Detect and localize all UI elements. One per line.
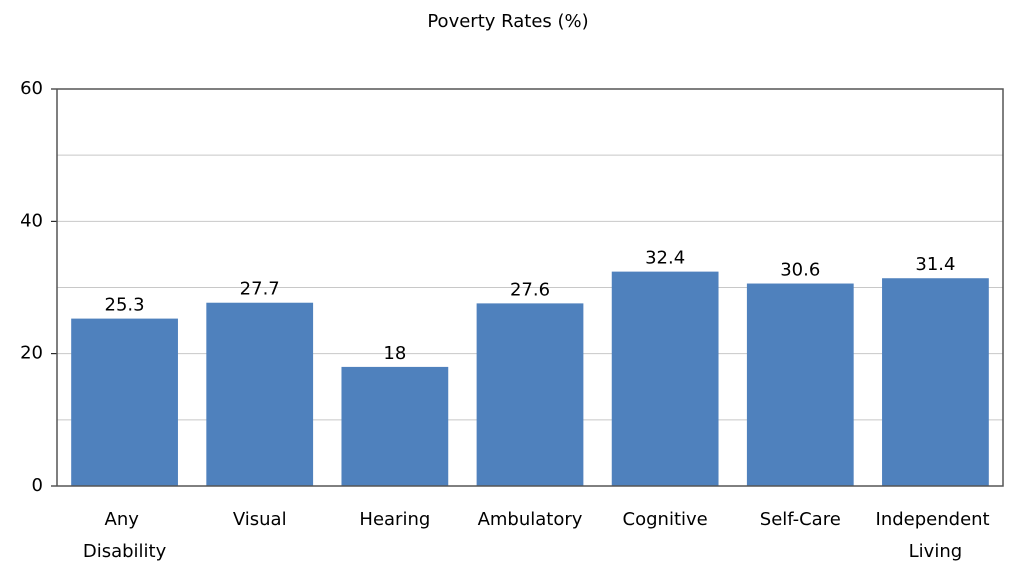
value-label: 27.6 <box>510 279 550 300</box>
chart-title: Poverty Rates (%) <box>427 11 588 32</box>
value-label: 32.4 <box>645 248 685 269</box>
bar <box>611 271 719 486</box>
x-tick-label: Independent Living <box>876 509 996 562</box>
x-tick-label: Visual <box>233 509 287 530</box>
bar <box>71 318 178 486</box>
bar <box>746 283 854 486</box>
y-tick-label: 0 <box>32 475 43 496</box>
bar <box>341 366 449 486</box>
value-label: 30.6 <box>780 260 820 281</box>
value-label: 31.4 <box>915 254 955 275</box>
bar <box>206 302 314 486</box>
plot-frame <box>56 88 1004 487</box>
bar <box>882 278 989 486</box>
y-tick-label: 40 <box>20 210 43 231</box>
x-tick-label: Any Disability <box>83 509 167 562</box>
x-tick-label: Ambulatory <box>478 509 583 530</box>
value-label: 25.3 <box>105 295 145 316</box>
y-tick-label: 60 <box>20 78 43 99</box>
x-tick-label: Self-Care <box>760 509 841 530</box>
y-tick-label: 20 <box>20 343 43 364</box>
x-tick-label: Cognitive <box>623 509 708 530</box>
bar <box>476 303 584 486</box>
value-label: 27.7 <box>240 279 280 300</box>
value-label: 18 <box>383 343 406 364</box>
x-tick-label: Hearing <box>359 509 430 530</box>
